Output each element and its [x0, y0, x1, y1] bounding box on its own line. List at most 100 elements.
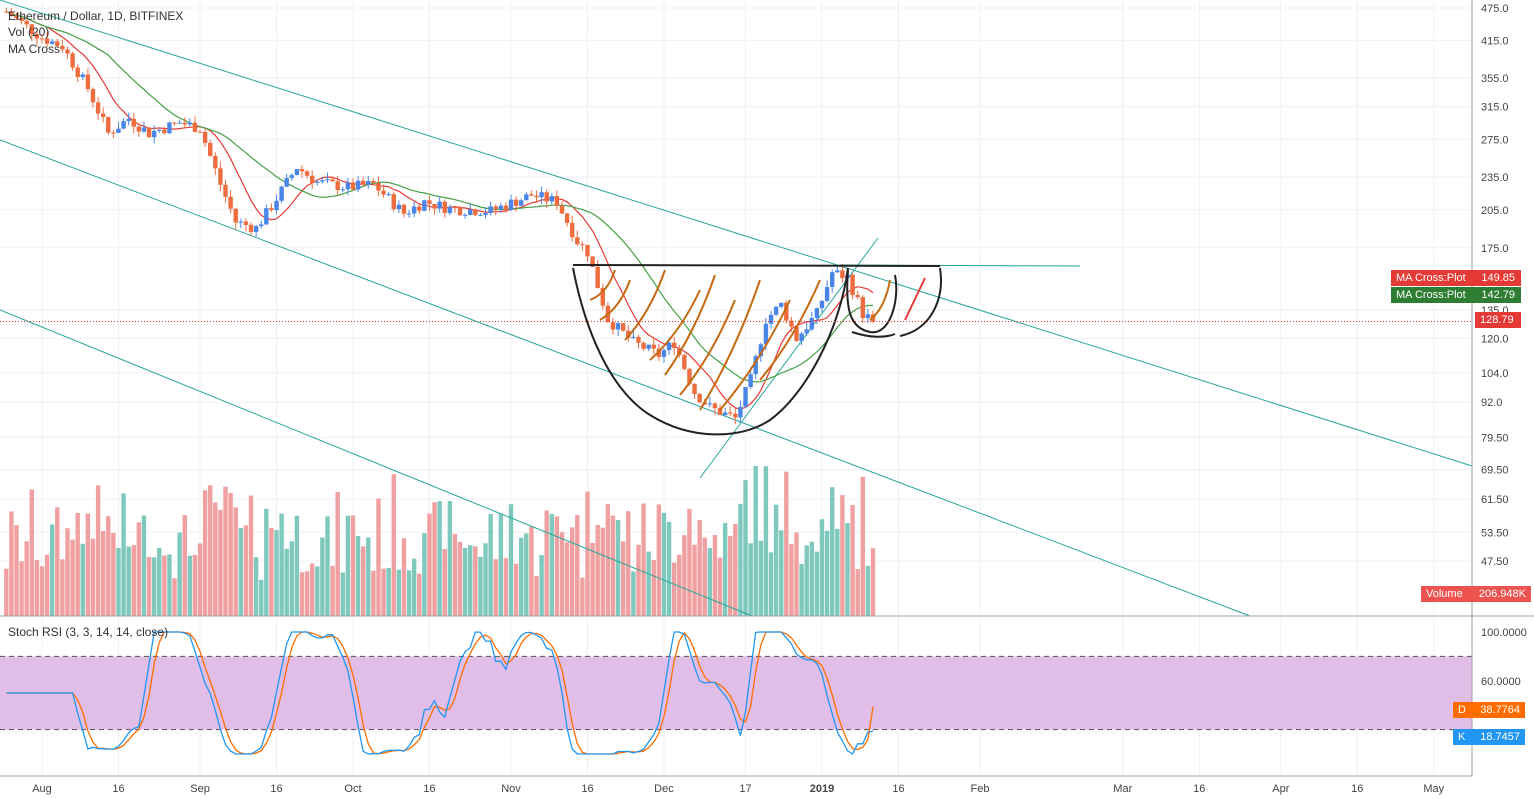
volume-bar — [14, 525, 19, 616]
candle-body — [855, 294, 860, 298]
volume-bar — [789, 544, 794, 616]
candle-body — [799, 333, 804, 341]
ma-fast-tag: MA Cross:Plot 149.85 — [1391, 270, 1521, 286]
volume-bar — [478, 556, 483, 616]
volume-bar — [610, 515, 616, 616]
candle-body — [478, 215, 483, 217]
candle-body — [85, 74, 91, 90]
candle-body — [116, 128, 121, 133]
symbol-title[interactable]: Ethereum / Dollar, 1D, BITFINEX — [8, 9, 184, 23]
volume-bar — [529, 526, 534, 616]
volume-bar — [39, 566, 45, 616]
volume-bar — [55, 507, 60, 616]
candle-body — [437, 201, 442, 209]
volume-bar — [381, 568, 386, 616]
candle-body — [284, 178, 289, 187]
date-tick-label: Feb — [971, 783, 990, 795]
ma-legend[interactable]: MA Cross — [8, 42, 61, 56]
volume-bar — [167, 554, 172, 616]
volume-bar — [95, 485, 101, 616]
volume-bar — [692, 544, 697, 616]
candle-body — [539, 192, 544, 198]
price-tick-label: 92.0 — [1481, 397, 1502, 409]
hatch-arc — [649, 289, 701, 361]
candle-body — [131, 118, 136, 127]
candle-body — [340, 189, 345, 191]
candle-body — [519, 200, 524, 206]
candle-body — [615, 323, 621, 330]
candle-body — [65, 49, 70, 54]
volume-bar — [580, 577, 585, 616]
volume-bar — [213, 502, 218, 616]
volume-bar — [483, 543, 488, 616]
volume-bar — [100, 530, 106, 616]
volume-bar — [687, 508, 692, 616]
volume-bar — [274, 530, 279, 616]
volume-bar — [595, 524, 600, 616]
date-tick-label: Mar — [1113, 783, 1132, 795]
volume-bar — [65, 528, 70, 616]
volume-bar — [330, 565, 335, 616]
volume-bar — [299, 572, 305, 616]
candle-body — [238, 221, 244, 223]
stoch-band — [0, 656, 1472, 730]
candle-body — [824, 286, 830, 301]
volume-label: Volume — [1426, 588, 1463, 600]
volume-bar — [488, 514, 493, 616]
handle-curve-2 — [899, 267, 942, 337]
volume-bar — [814, 551, 820, 616]
candle-body — [534, 195, 539, 198]
candle-body — [483, 212, 488, 216]
date-tick-label: 16 — [892, 783, 904, 795]
candle-body — [819, 300, 825, 309]
volume-bar — [702, 537, 707, 616]
volume-bar — [748, 543, 753, 616]
candle-body — [569, 222, 575, 238]
vol-legend[interactable]: Vol (20) — [8, 25, 50, 39]
candle-body — [442, 201, 447, 214]
candle-body — [865, 314, 871, 319]
volume-bar — [345, 515, 351, 616]
volume-bar — [192, 554, 198, 616]
volume-bar — [24, 541, 29, 616]
handle-curve-1 — [846, 269, 898, 334]
candle-body — [641, 342, 646, 349]
price-tick-label: 475.0 — [1481, 3, 1509, 15]
candle-body — [682, 355, 687, 369]
volume-bar — [366, 537, 371, 616]
cup-curve — [572, 267, 849, 436]
volume-bar — [712, 535, 718, 616]
volume-bar — [34, 560, 40, 616]
date-tick-label: 16 — [1193, 783, 1205, 795]
ma-fast-value: 149.85 — [1481, 272, 1515, 284]
volume-bar — [641, 503, 646, 616]
volume-bar — [141, 515, 147, 616]
volume-bar — [202, 490, 208, 616]
candle-body — [289, 175, 295, 179]
candle-body — [121, 121, 126, 129]
candle-body — [544, 192, 549, 202]
candle-body — [208, 142, 213, 156]
volume-bar — [656, 504, 662, 616]
candle-body — [493, 206, 498, 210]
volume-bar — [401, 538, 407, 616]
volume-tag: Volume 206.948K — [1421, 586, 1531, 602]
candle-body — [106, 116, 111, 133]
candle-body — [60, 45, 65, 50]
volume-bar — [554, 516, 560, 616]
volume-bar — [779, 530, 784, 616]
volume-bar — [187, 555, 193, 616]
volume-bar — [360, 546, 366, 616]
candle-body — [829, 272, 835, 287]
volume-bar — [44, 554, 50, 616]
date-tick-label: 17 — [739, 783, 751, 795]
stoch-tick-label: 100.0000 — [1481, 627, 1527, 639]
candle-body — [417, 206, 422, 211]
price-tick-label: 355.0 — [1481, 73, 1509, 85]
date-tick-label: Aug — [32, 783, 52, 795]
hatch-arc — [719, 299, 791, 411]
candle-body — [274, 200, 279, 211]
volume-bar — [151, 557, 157, 616]
stoch-legend[interactable]: Stoch RSI (3, 3, 14, 14, close) — [8, 625, 169, 639]
